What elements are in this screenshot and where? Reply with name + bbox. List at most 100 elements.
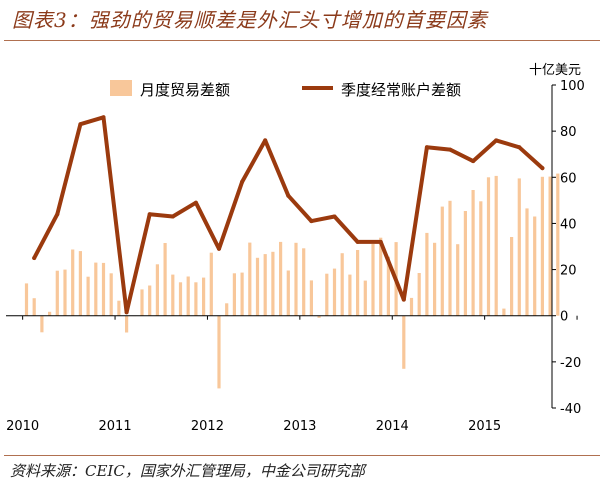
current-account-point <box>540 166 545 171</box>
current-account-point <box>448 147 452 152</box>
bar <box>194 282 198 316</box>
bar <box>440 206 444 316</box>
bar <box>517 178 521 316</box>
bar <box>456 244 460 316</box>
bar <box>286 270 290 316</box>
current-account-point <box>78 122 83 127</box>
bar <box>163 243 167 316</box>
bar <box>32 298 36 316</box>
current-account-point <box>309 219 314 224</box>
bar <box>202 277 206 316</box>
bar <box>425 232 429 316</box>
bar <box>448 200 452 316</box>
bar <box>171 274 175 316</box>
bar <box>379 237 383 316</box>
bar <box>471 190 475 316</box>
current-account-point <box>355 239 360 244</box>
current-account-point <box>378 239 383 244</box>
y-tick-label: 60 <box>560 171 577 186</box>
bar <box>63 269 67 316</box>
figure-title: 图表3：强劲的贸易顺差是外汇头寸增加的首要因素 <box>12 8 488 32</box>
current-account-point <box>263 138 268 143</box>
bar <box>494 175 498 316</box>
x-tick-label: 2014 <box>376 419 409 434</box>
bar <box>409 297 414 316</box>
current-account-point <box>424 145 429 150</box>
current-account-point <box>240 179 245 184</box>
current-account-point <box>517 145 522 150</box>
bar <box>386 256 390 316</box>
bar <box>486 177 491 316</box>
y-tick-label: 100 <box>560 79 585 94</box>
current-account-point <box>217 246 221 251</box>
bar <box>556 173 560 316</box>
current-account-point <box>193 200 198 205</box>
current-account-point <box>401 297 406 302</box>
bar <box>125 315 129 333</box>
current-account-point <box>332 214 337 219</box>
legend-layer: 月度贸易差额 季度经常账户差额 <box>110 80 461 99</box>
unit-label: 十亿美元 <box>529 63 581 78</box>
bar <box>463 211 467 316</box>
y-tick-label: 20 <box>560 264 577 279</box>
title-rule <box>4 40 600 41</box>
x-tick-label: 2011 <box>99 419 132 434</box>
bar <box>317 315 321 318</box>
bar <box>248 242 252 316</box>
bar <box>540 176 544 316</box>
bar <box>371 244 375 316</box>
bar <box>479 201 483 316</box>
current-account-point <box>101 115 106 120</box>
bar <box>71 249 75 316</box>
bar <box>279 241 283 316</box>
bars-layer <box>24 173 560 389</box>
bar <box>94 262 98 316</box>
bar <box>109 273 113 316</box>
bar <box>240 272 244 316</box>
bar <box>510 237 514 316</box>
bar <box>417 273 421 316</box>
current-account-point <box>170 214 175 219</box>
current-account-point <box>55 212 60 217</box>
current-account-point <box>124 310 129 315</box>
bar <box>271 251 275 316</box>
bar <box>548 176 552 316</box>
y-tick-label: -40 <box>560 402 581 417</box>
bar <box>101 262 106 316</box>
bar <box>55 270 59 316</box>
bar <box>356 250 360 316</box>
bar <box>302 248 306 316</box>
y-tick-label: 80 <box>560 125 577 140</box>
x-tick-label: 2012 <box>191 419 224 434</box>
bar <box>40 315 44 333</box>
bar <box>348 274 352 316</box>
bar <box>24 283 29 316</box>
bar <box>502 308 506 316</box>
axes-layer: -40 -20 0 20 40 60 80 100 2010 2011 2012 2013 2014 20… <box>6 63 585 434</box>
bar <box>363 280 367 316</box>
current-account-point <box>286 193 291 198</box>
bar <box>48 311 52 316</box>
bar <box>217 315 221 389</box>
bar <box>294 242 298 316</box>
y-tick-label: 0 <box>560 310 568 325</box>
bar <box>332 268 337 316</box>
y-tick-label: 40 <box>560 217 577 232</box>
bar <box>178 282 183 316</box>
bar <box>86 276 90 316</box>
bar <box>533 216 537 316</box>
bar <box>148 285 152 316</box>
footer-rule <box>4 455 600 456</box>
x-tick-label: 2013 <box>283 419 316 434</box>
bar <box>402 315 406 369</box>
bar <box>117 300 121 316</box>
current-account-point <box>32 256 37 260</box>
bar <box>186 276 190 316</box>
bar <box>232 273 236 316</box>
bar <box>225 303 229 316</box>
bar <box>325 273 329 316</box>
bar <box>309 280 313 316</box>
legend-label-line: 季度经常账户差额 <box>341 81 461 99</box>
legend-swatch-bars <box>110 80 132 96</box>
